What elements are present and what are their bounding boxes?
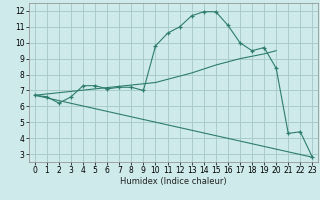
X-axis label: Humidex (Indice chaleur): Humidex (Indice chaleur)	[120, 177, 227, 186]
